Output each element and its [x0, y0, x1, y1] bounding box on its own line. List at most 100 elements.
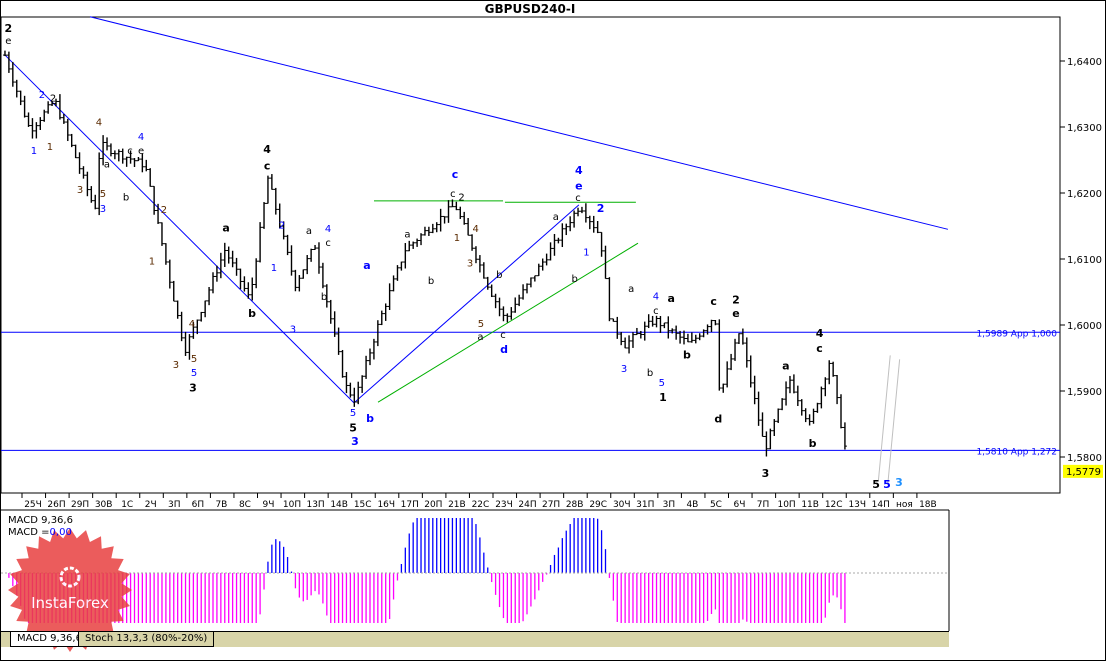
price-tick-label: 1,6400	[1067, 57, 1102, 68]
price-tick-label: 1,6200	[1067, 189, 1102, 200]
wave-label: e	[5, 36, 11, 47]
wave-label: b	[809, 437, 817, 450]
date-tick-label: 24П	[518, 500, 536, 510]
wave-label: 4	[138, 132, 144, 143]
wave-label: 3	[467, 258, 473, 269]
logo-text: InstaForex	[31, 594, 109, 612]
date-tick-label: 29С	[589, 500, 607, 510]
wave-label: 5	[349, 421, 357, 434]
date-tick-label: 2Ч	[145, 500, 157, 510]
current-price-box	[1063, 464, 1103, 478]
wave-label: a	[553, 212, 559, 223]
wave-label: e	[732, 307, 739, 320]
wave-label: b	[123, 192, 129, 203]
wave-label: 2	[50, 93, 56, 104]
date-tick-label: 9Ч	[263, 500, 275, 510]
wave-label: 2	[279, 221, 285, 232]
wave-label: c	[710, 295, 717, 308]
date-tick-label: 6П	[192, 500, 205, 510]
date-tick-label: 30Ч	[613, 500, 631, 510]
wave-label: 1	[31, 146, 37, 157]
date-tick-label: 26П	[47, 500, 65, 510]
macd-value: 0,00	[49, 527, 72, 538]
wave-label: 2	[4, 22, 12, 35]
wave-label: c	[500, 330, 506, 341]
date-tick-label: 10П	[283, 500, 301, 510]
date-tick-label: 3П	[663, 500, 676, 510]
wave-label: 2	[458, 192, 464, 203]
date-tick-label: 21В	[448, 500, 466, 510]
wave-label: 1	[149, 256, 155, 267]
wave-label: 3	[100, 204, 106, 215]
wave-label: c	[452, 168, 459, 181]
wave-label: a	[477, 332, 483, 343]
date-tick-label: 17П	[401, 500, 419, 510]
wave-label: b	[647, 368, 653, 379]
wave-label: b	[683, 349, 691, 362]
price-tick-label: 1,5800	[1067, 453, 1102, 464]
wave-label: 4	[653, 291, 659, 302]
price-tick-label: 1,6100	[1067, 255, 1102, 266]
tab-stoch[interactable]: Stoch 13,3,3 (80%-20%)	[78, 632, 215, 647]
logo-starburst	[8, 528, 132, 652]
trendline	[353, 204, 580, 404]
wave-label: 1	[454, 233, 460, 244]
date-tick-label: 11В	[801, 500, 819, 510]
wave-label: 5	[191, 354, 197, 365]
wave-label: a	[363, 259, 370, 272]
date-tick-label: 14П	[872, 500, 890, 510]
price-tick-label: 1,5900	[1067, 387, 1102, 398]
wave-label: 5	[350, 408, 356, 419]
wave-label: 3	[189, 382, 197, 395]
date-tick-label: 10П	[777, 500, 795, 510]
trendline	[377, 242, 639, 403]
wave-label: 4	[816, 327, 824, 340]
date-tick-label: 22С	[472, 500, 490, 510]
plot-area	[0, 16, 1061, 494]
wave-label: 5	[872, 478, 880, 491]
trendline	[877, 355, 891, 481]
logo-gear-icon	[59, 566, 81, 588]
wave-label: 3	[762, 467, 770, 480]
trendline	[4, 54, 355, 404]
wave-label: 2	[161, 205, 167, 216]
wave-label: 2	[597, 202, 605, 215]
wave-label: d	[500, 343, 508, 356]
wave-label: b	[571, 274, 577, 285]
wave-label: a	[628, 284, 634, 295]
wave-label: 1	[271, 263, 277, 274]
date-tick-label: 7П	[757, 500, 770, 510]
date-tick-label: 27П	[542, 500, 560, 510]
macd-value-row: MACD =0,00	[8, 527, 72, 538]
date-tick-label: 5С	[710, 500, 722, 510]
wave-label: 3	[351, 435, 359, 448]
wave-label: 3	[621, 364, 627, 375]
indicator-tabs-bar	[1, 631, 949, 647]
wave-label: e	[138, 146, 144, 157]
price-tick-label: 1,6300	[1067, 123, 1102, 134]
date-tick-label: 3П	[168, 500, 181, 510]
date-tick-label: 25Ч	[24, 500, 42, 510]
date-tick-label: 30В	[95, 500, 113, 510]
instaforex-logo: InstaForex	[8, 528, 132, 652]
wave-label: a	[104, 159, 110, 170]
wave-label: 1	[659, 391, 667, 404]
wave-label: c	[653, 306, 659, 317]
current-price-label: 1,5779	[1066, 467, 1101, 478]
macd-value-label: MACD =	[8, 527, 50, 538]
wave-label: 5	[659, 378, 665, 389]
date-tick-label: 23Ч	[495, 500, 513, 510]
wave-label: c	[575, 193, 581, 204]
date-tick-label: 7В	[215, 500, 227, 510]
date-tick-label: 14В	[330, 500, 348, 510]
wave-label: 3	[173, 360, 179, 371]
wave-label: 1	[47, 142, 53, 153]
date-tick-label: 28В	[566, 500, 584, 510]
date-tick-label: 8С	[239, 500, 251, 510]
date-tick-label: 12С	[825, 500, 843, 510]
wave-label: 4	[189, 319, 195, 330]
wave-label: c	[450, 189, 456, 200]
date-tick-label: 4В	[686, 500, 698, 510]
wave-label: e	[575, 180, 582, 193]
